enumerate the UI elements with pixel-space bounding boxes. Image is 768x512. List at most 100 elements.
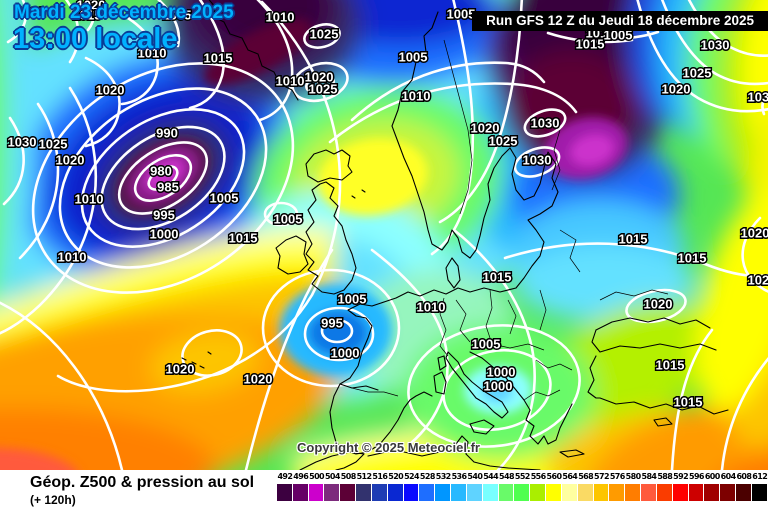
colorbar-cell-492 — [277, 484, 292, 501]
pressure-label: 1030 — [531, 116, 560, 131]
colorbar-value: 568 — [578, 472, 594, 481]
pressure-label: 1030 — [748, 90, 768, 105]
pressure-label: 1010 — [266, 10, 295, 25]
colorbar-cell-564 — [561, 484, 577, 501]
colorbar-cell-496 — [292, 484, 308, 501]
pressure-label: 995 — [321, 316, 343, 331]
colorbar-value: 576 — [609, 472, 625, 481]
pressure-label: 1025 — [310, 27, 339, 42]
colorbar-value: 516 — [372, 472, 388, 481]
colorbar-value: 564 — [562, 472, 578, 481]
colorbar-value: 504 — [324, 472, 340, 481]
colorbar: 492 496 500 504 508 512 516 520 524 528 532 536 540 5… — [277, 472, 768, 501]
colorbar-cell-528 — [419, 484, 435, 501]
colorbar-cell-580 — [625, 484, 641, 501]
pressure-label: 1005 — [274, 212, 303, 227]
colorbar-value: 608 — [736, 472, 752, 481]
pressure-label: 1020 — [662, 82, 691, 97]
pressure-label: 980 — [150, 164, 172, 179]
pressure-label: 1000 — [484, 379, 513, 394]
weather-map: 1020 1020 1015 1005 1010 1015 1010 1025 1005 1020… — [0, 0, 768, 470]
pressure-label: 1010 — [75, 192, 104, 207]
pressure-label: 1010 — [417, 300, 446, 315]
colorbar-cell-604 — [720, 484, 736, 501]
colorbar-value: 508 — [340, 472, 356, 481]
pressure-label: 1020 — [244, 372, 273, 387]
pressure-label: 1010 — [58, 250, 87, 265]
pressure-label: 1015 — [674, 395, 703, 410]
pressure-label: 1005 — [472, 337, 501, 352]
colorbar-value: 496 — [293, 472, 309, 481]
colorbar-value: 584 — [641, 472, 657, 481]
pressure-label: 1020 — [56, 153, 85, 168]
colorbar-value: 536 — [451, 472, 467, 481]
pressure-label: 1020 — [166, 362, 195, 377]
colorbar-cells — [277, 484, 768, 501]
colorbar-cell-544 — [482, 484, 498, 501]
colorbar-cell-584 — [641, 484, 656, 501]
pressure-label: 1000 — [487, 365, 516, 380]
colorbar-cell-520 — [387, 484, 403, 501]
pressure-label: 1030 — [8, 135, 37, 150]
colorbar-value: 500 — [309, 472, 325, 481]
pressure-label: 1020 — [748, 273, 768, 288]
colorbar-value: 556 — [530, 472, 546, 481]
map-canvas: 1020 1020 1015 1005 1010 1015 1010 1025 1005 1020… — [0, 0, 768, 470]
colorbar-cell-532 — [435, 484, 451, 501]
pressure-label: 990 — [156, 126, 178, 141]
colorbar-value: 552 — [514, 472, 530, 481]
z500-field — [0, 0, 768, 470]
colorbar-value: 544 — [483, 472, 499, 481]
colorbar-cell-588 — [656, 484, 672, 501]
pressure-label: 1020 — [471, 121, 500, 136]
colorbar-cell-512 — [356, 484, 371, 501]
colorbar-value: 600 — [704, 472, 720, 481]
colorbar-value: 580 — [625, 472, 641, 481]
colorbar-cell-568 — [577, 484, 593, 501]
pressure-label: 1005 — [338, 292, 367, 307]
forecast-lead-time: (+ 120h) — [30, 493, 76, 507]
colorbar-value: 532 — [435, 472, 451, 481]
colorbar-cell-576 — [609, 484, 625, 501]
pressure-label: 1020 — [77, 0, 106, 13]
pressure-label: 1010 — [276, 74, 305, 89]
pressure-label: 1020 — [305, 70, 334, 85]
colorbar-value: 560 — [546, 472, 562, 481]
pressure-label: 1025 — [309, 82, 338, 97]
pressure-label: 1000 — [150, 227, 179, 242]
pressure-label: 1010 — [138, 46, 167, 61]
pressure-label: 1005 — [163, 8, 192, 23]
pressure-labels-layer: 1020 1020 1015 1005 1010 1015 1010 1025 1005 1020… — [6, 0, 768, 411]
pressure-label: 1005 — [399, 50, 428, 65]
colorbar-cell-524 — [403, 484, 419, 501]
pressure-label: 1030 — [701, 38, 730, 53]
colorbar-value: 572 — [594, 472, 609, 481]
pressure-label: 1025 — [683, 66, 712, 81]
pressure-label: 1010 — [402, 89, 431, 104]
colorbar-value: 524 — [404, 472, 419, 481]
colorbar-cell-596 — [688, 484, 704, 501]
colorbar-values: 492 496 500 504 508 512 516 520 524 528 532 536 540 5… — [277, 472, 768, 483]
pressure-label: 1005 — [210, 191, 239, 206]
pressure-label: 1030 — [523, 153, 552, 168]
pressure-label: 1000 — [331, 346, 360, 361]
colorbar-cell-536 — [451, 484, 466, 501]
colorbar-cell-540 — [466, 484, 482, 501]
colorbar-cell-556 — [530, 484, 546, 501]
isobar-contours — [0, 0, 768, 470]
legend-footer: Géop. Z500 & pression au sol (+ 120h) 49… — [0, 470, 768, 512]
pressure-label: 985 — [157, 180, 179, 195]
colorbar-value: 588 — [657, 472, 673, 481]
chart-title: Géop. Z500 & pression au sol — [30, 474, 255, 491]
colorbar-cell-608 — [736, 484, 751, 501]
pressure-label: 1015 — [656, 358, 685, 373]
colorbar-value: 548 — [499, 472, 514, 481]
colorbar-value: 520 — [388, 472, 404, 481]
colorbar-cell-500 — [308, 484, 324, 501]
model-run-banner: Run GFS 12 Z du Jeudi 18 décembre 2025 — [472, 11, 768, 31]
colorbar-value: 612 — [752, 472, 768, 481]
colorbar-cell-504 — [324, 484, 340, 501]
colorbar-cell-552 — [514, 484, 530, 501]
colorbar-cell-592 — [672, 484, 688, 501]
